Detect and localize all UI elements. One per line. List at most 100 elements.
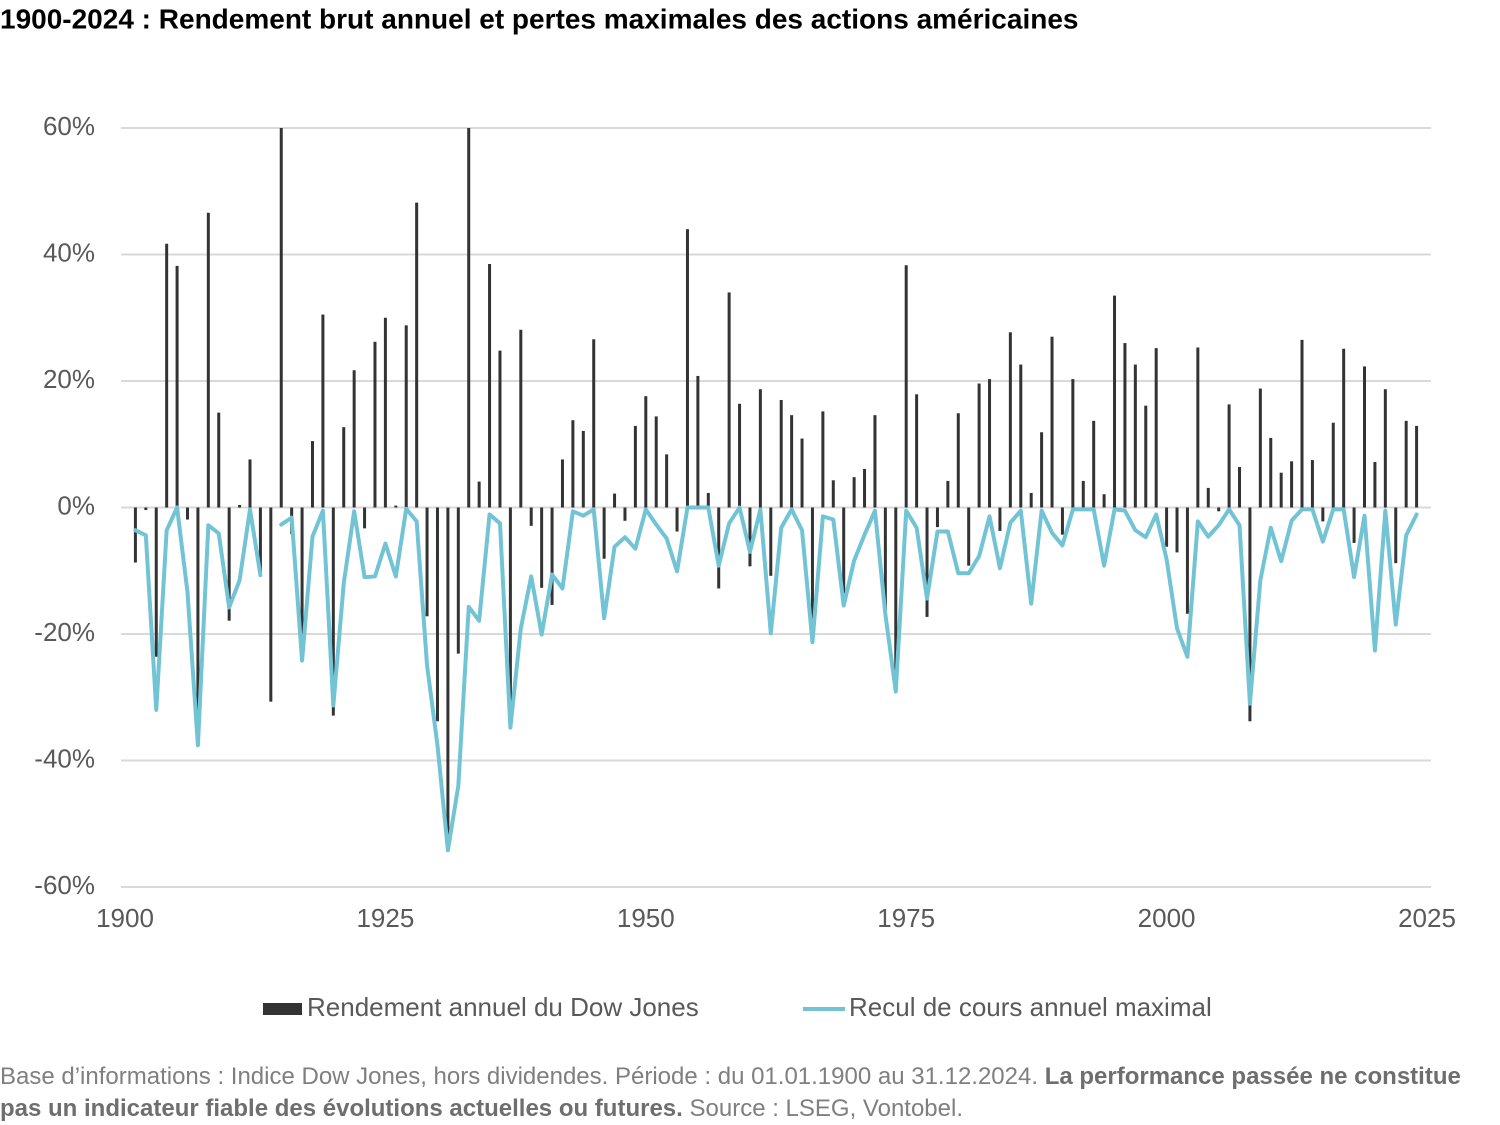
bar <box>196 507 200 746</box>
footnote: Base d’informations : Indice Dow Jones, … <box>0 1061 1490 1125</box>
bar <box>1206 487 1210 508</box>
bar <box>810 507 814 628</box>
bar <box>883 507 887 613</box>
bar <box>352 370 356 508</box>
bar <box>394 505 398 508</box>
bar <box>300 507 304 645</box>
bar <box>925 507 929 617</box>
bar <box>988 379 992 508</box>
bar <box>415 202 419 508</box>
y-tick-label: 20% <box>43 364 95 394</box>
footnote-source: Source : LSEG, Vontobel. <box>689 1095 964 1122</box>
bar <box>915 394 919 508</box>
bar <box>779 399 783 508</box>
bar <box>1185 507 1189 614</box>
bar <box>498 350 502 508</box>
bar <box>738 403 742 508</box>
bar <box>1165 507 1169 547</box>
bar <box>800 438 804 508</box>
bar <box>1029 492 1033 508</box>
bar <box>363 507 367 529</box>
bar <box>904 265 908 508</box>
bar <box>1238 467 1242 508</box>
bar <box>456 507 460 654</box>
y-tick-label: 0% <box>57 490 95 520</box>
bar <box>1331 422 1335 508</box>
bar <box>1248 507 1252 722</box>
bar <box>133 507 137 563</box>
bar <box>717 507 721 589</box>
bar <box>1279 472 1283 508</box>
y-tick-label: -60% <box>34 870 95 900</box>
bar <box>748 507 752 567</box>
bar <box>1050 336 1054 508</box>
bar <box>519 329 523 508</box>
bar <box>769 507 773 576</box>
bar <box>592 339 596 508</box>
bar <box>831 480 835 508</box>
x-tick-label: 1975 <box>877 903 935 933</box>
bar <box>446 507 450 841</box>
bar <box>144 507 148 511</box>
bar <box>613 493 617 508</box>
bar <box>248 459 252 508</box>
bar <box>1175 507 1179 553</box>
bar <box>1154 348 1158 508</box>
bar <box>1352 507 1356 543</box>
bar <box>571 420 575 508</box>
bar <box>342 427 346 508</box>
bar <box>790 415 794 508</box>
bar <box>665 454 669 508</box>
y-tick-label: 60% <box>43 111 95 141</box>
bar <box>1321 507 1325 522</box>
bar <box>1133 364 1137 508</box>
bar <box>477 481 481 508</box>
chart-title: 1900-2024 : Rendement brut annuel et per… <box>0 3 1078 34</box>
bar <box>967 507 971 566</box>
bar <box>154 507 158 657</box>
bar <box>977 383 981 508</box>
bar <box>227 507 231 621</box>
y-tick-label: -20% <box>34 617 95 647</box>
x-tick-label: 1950 <box>617 903 675 933</box>
bar <box>560 459 564 508</box>
bar <box>467 128 471 508</box>
bar <box>425 507 429 617</box>
bar <box>269 507 273 702</box>
bar <box>633 425 637 508</box>
bar <box>238 504 242 508</box>
bar <box>727 292 731 508</box>
bar <box>1040 432 1044 508</box>
x-tick-label: 2025 <box>1398 903 1456 933</box>
bar <box>1269 437 1273 508</box>
bar <box>852 477 856 508</box>
bar <box>706 492 710 508</box>
bar <box>675 507 679 532</box>
bar <box>185 507 189 520</box>
bar <box>1383 389 1387 508</box>
bar <box>946 480 950 508</box>
bar <box>654 416 658 508</box>
bar <box>435 507 439 722</box>
y-tick-label: 40% <box>43 237 95 267</box>
line <box>133 505 1419 853</box>
bar <box>998 507 1002 531</box>
bar <box>1081 480 1085 508</box>
bar <box>1071 379 1075 508</box>
bar <box>1363 366 1367 508</box>
bar <box>623 507 627 521</box>
bar <box>1217 507 1221 512</box>
bar <box>696 375 700 508</box>
bar <box>1227 404 1231 508</box>
bar <box>758 389 762 508</box>
bar <box>175 265 179 508</box>
bar <box>1342 348 1346 508</box>
bar <box>894 507 898 683</box>
bar <box>1060 507 1064 535</box>
bar <box>1310 460 1314 508</box>
x-tick-label: 1925 <box>356 903 414 933</box>
bar <box>1144 405 1148 508</box>
bar <box>1123 343 1127 508</box>
bar <box>383 317 387 508</box>
